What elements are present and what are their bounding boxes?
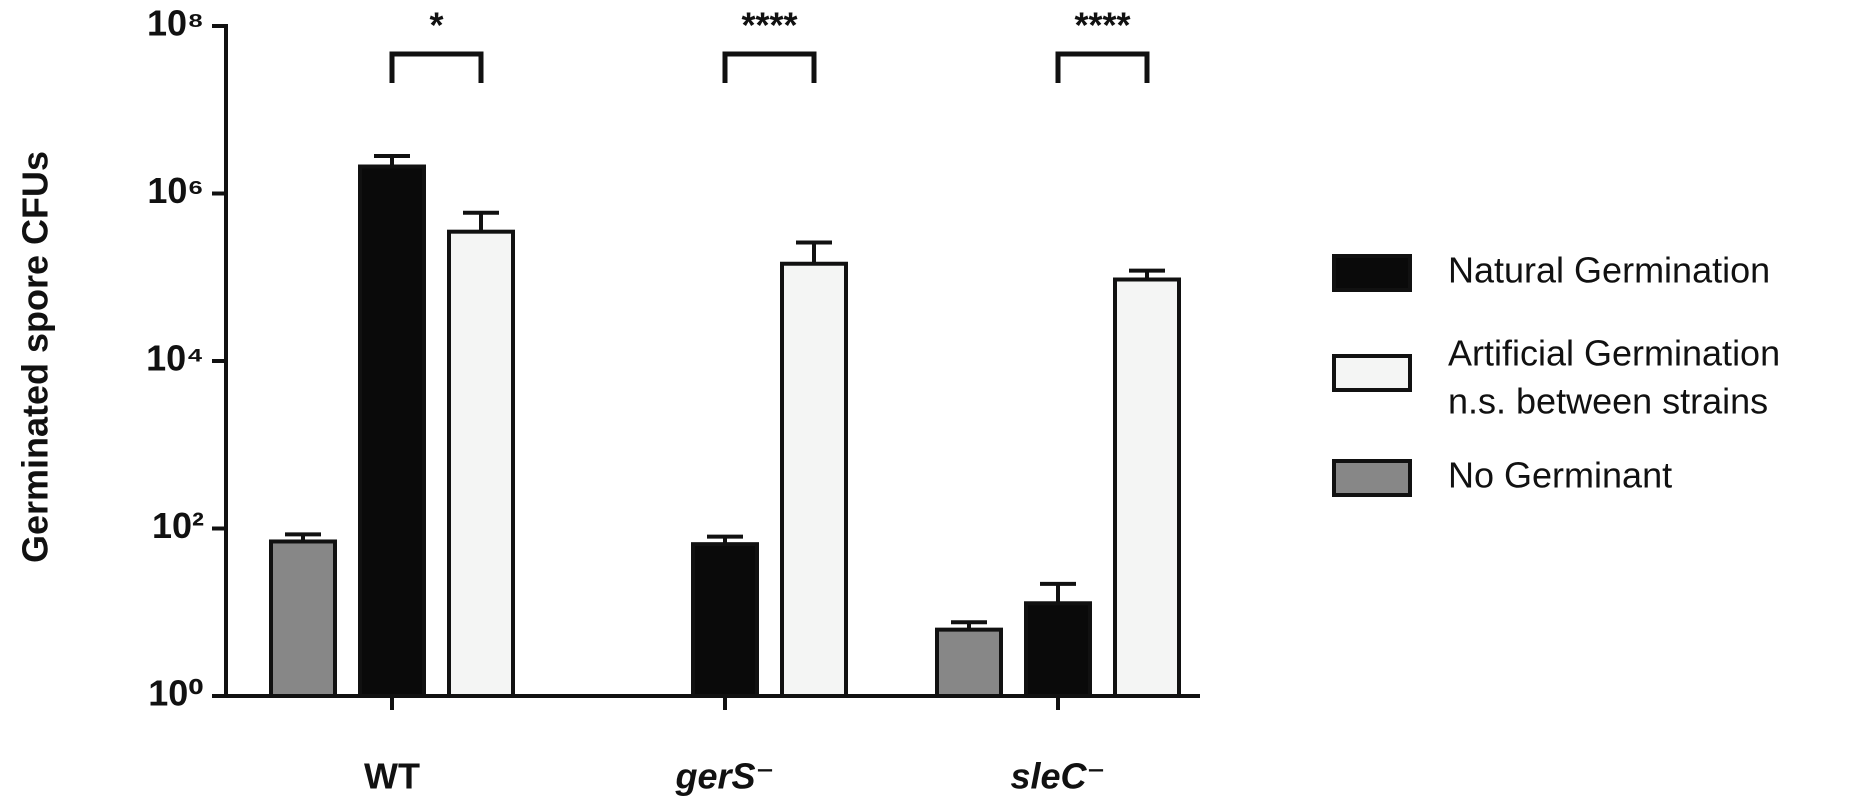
significance-bracket [722,51,817,83]
bar [935,627,1003,699]
y-tick-label: 10⁴ [146,338,204,379]
x-tick-label: WT [364,756,420,797]
y-axis-title: Germinated spore CFUs [15,151,56,563]
bar [1113,277,1181,698]
y-tick-label: 10⁰ [148,673,204,714]
significance-label: **** [741,5,797,46]
legend-note: n.s. between strains [1448,381,1768,422]
significance-bracket [1055,51,1150,83]
x-tick-label: gerS⁻ [674,756,774,797]
x-tick-label: sleC⁻ [1010,756,1105,797]
bar [1024,601,1092,699]
y-tick-label: 10⁸ [147,3,204,44]
significance-label: **** [1074,5,1130,46]
legend-label: Artificial Germination [1448,333,1780,374]
y-tick-label: 10² [152,505,204,546]
legend-swatch [1332,354,1412,392]
legend-swatch [1332,254,1412,292]
bar [780,261,848,698]
significance-bracket [389,51,484,83]
bar [691,542,759,699]
bar [447,229,515,698]
legend-swatch [1332,459,1412,497]
significance-label: * [429,5,443,46]
legend-label: No Germinant [1448,455,1672,496]
bar [269,539,337,698]
bar [358,164,426,698]
legend-label: Natural Germination [1448,250,1770,291]
y-tick-label: 10⁶ [147,170,204,211]
